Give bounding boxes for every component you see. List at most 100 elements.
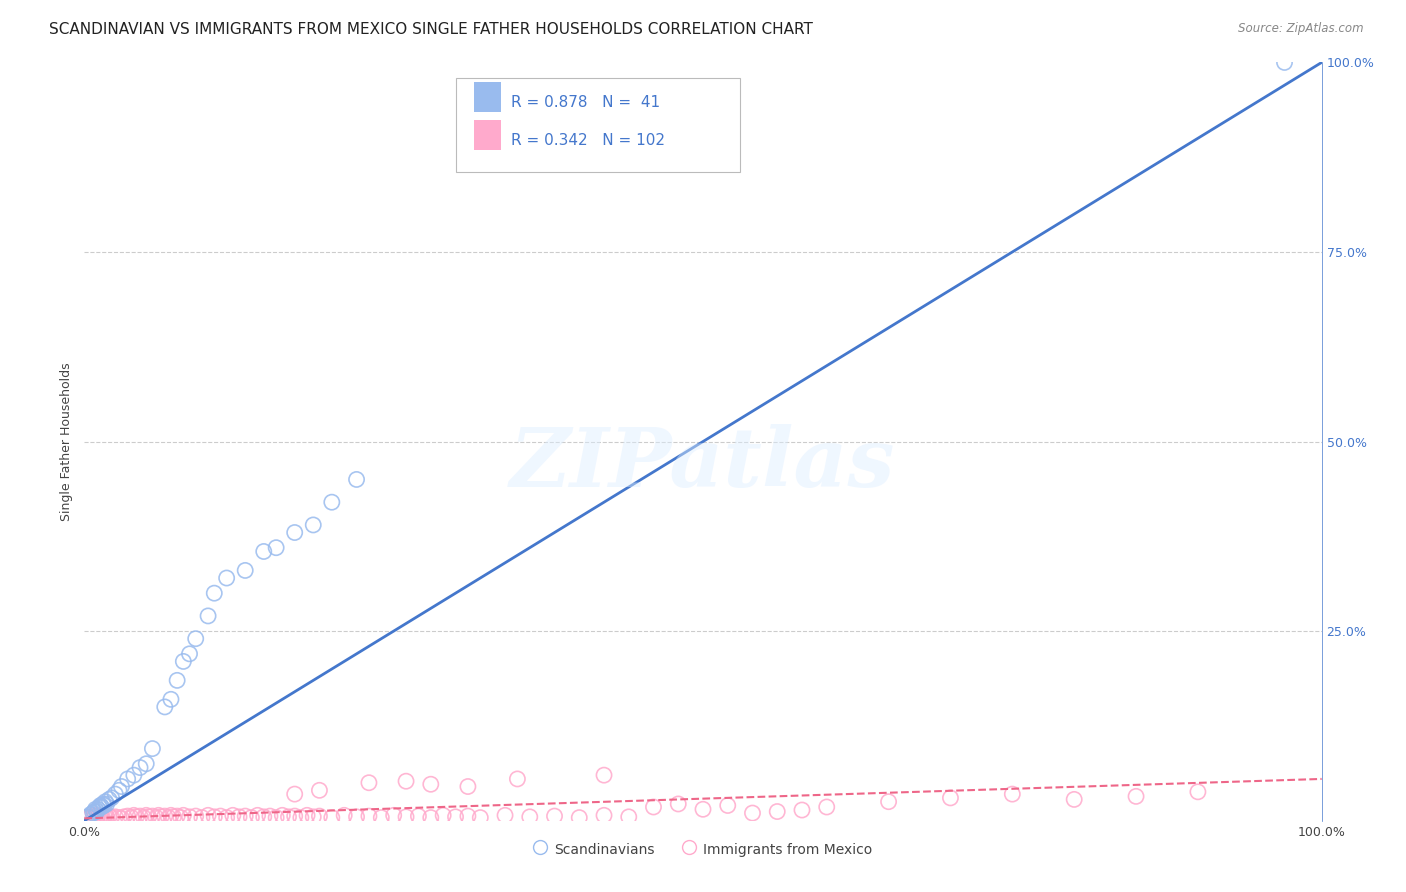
Point — [395, 774, 418, 789]
Point — [506, 772, 529, 786]
Point — [519, 810, 541, 824]
Point — [184, 809, 207, 823]
Point — [815, 800, 838, 814]
Point — [86, 810, 108, 824]
Point — [77, 810, 100, 824]
Point — [494, 808, 516, 822]
Point — [215, 811, 238, 825]
Point — [543, 809, 565, 823]
Point — [157, 811, 180, 825]
Point — [129, 809, 152, 823]
Point — [264, 811, 287, 825]
Point — [132, 811, 155, 825]
Point — [321, 495, 343, 509]
Point — [110, 811, 132, 825]
Point — [100, 811, 122, 825]
Point — [277, 810, 299, 824]
Point — [170, 811, 193, 825]
FancyBboxPatch shape — [474, 120, 502, 150]
Y-axis label: Single Father Households: Single Father Households — [60, 362, 73, 521]
Point — [253, 544, 276, 558]
Point — [91, 811, 114, 825]
Point — [77, 811, 100, 825]
Point — [93, 798, 115, 813]
Point — [84, 802, 107, 816]
Point — [233, 809, 256, 823]
Point — [122, 768, 145, 782]
Point — [125, 810, 148, 824]
Point — [148, 808, 170, 822]
Point — [122, 808, 145, 822]
Point — [444, 810, 467, 824]
Point — [104, 787, 127, 801]
Point — [166, 673, 188, 688]
Point — [264, 541, 287, 555]
Point — [94, 808, 117, 822]
Point — [233, 564, 256, 578]
Point — [284, 809, 307, 823]
Point — [766, 805, 789, 819]
Point — [666, 797, 689, 811]
Point — [117, 772, 139, 786]
Point — [153, 809, 176, 823]
Point — [87, 802, 110, 816]
Point — [96, 797, 118, 811]
Point — [302, 517, 325, 532]
Point — [419, 811, 441, 825]
Point — [87, 809, 110, 823]
Point — [197, 808, 219, 822]
Point — [138, 810, 160, 824]
Text: R = 0.342   N = 102: R = 0.342 N = 102 — [512, 133, 665, 148]
Point — [94, 795, 117, 809]
Point — [89, 810, 111, 824]
Point — [432, 808, 454, 822]
Point — [617, 810, 640, 824]
Point — [96, 810, 118, 824]
Point — [395, 810, 418, 824]
Point — [302, 810, 325, 824]
Point — [333, 808, 356, 822]
Point — [321, 811, 343, 825]
Point — [86, 805, 108, 819]
Point — [98, 809, 121, 823]
Point — [141, 809, 163, 823]
Text: Source: ZipAtlas.com: Source: ZipAtlas.com — [1239, 22, 1364, 36]
Point — [1001, 787, 1024, 801]
Point — [160, 692, 183, 706]
Point — [408, 809, 430, 823]
Point — [1187, 785, 1209, 799]
Point — [110, 780, 132, 794]
Point — [1063, 792, 1085, 806]
Legend: Scandinavians, Immigrants from Mexico: Scandinavians, Immigrants from Mexico — [527, 835, 879, 863]
Point — [112, 810, 135, 824]
Point — [259, 809, 281, 823]
Point — [90, 811, 112, 825]
Point — [84, 808, 107, 822]
Point — [295, 808, 318, 822]
Point — [82, 811, 104, 825]
Point — [741, 806, 763, 821]
Point — [150, 810, 173, 824]
Point — [89, 811, 111, 825]
Point — [108, 811, 131, 825]
Point — [202, 586, 225, 600]
Point — [222, 808, 245, 822]
Point — [120, 811, 142, 825]
Point — [877, 795, 900, 809]
Point — [172, 808, 194, 822]
Point — [382, 808, 405, 822]
Point — [215, 571, 238, 585]
Point — [470, 811, 492, 825]
Point — [104, 810, 127, 824]
Point — [939, 791, 962, 805]
Point — [135, 808, 157, 822]
Point — [308, 783, 330, 797]
Text: SCANDINAVIAN VS IMMIGRANTS FROM MEXICO SINGLE FATHER HOUSEHOLDS CORRELATION CHAR: SCANDINAVIAN VS IMMIGRANTS FROM MEXICO S… — [49, 22, 813, 37]
Point — [1125, 789, 1147, 804]
Point — [153, 699, 176, 714]
Point — [593, 808, 616, 822]
Point — [357, 776, 380, 790]
Point — [129, 760, 152, 774]
Point — [108, 783, 131, 797]
Point — [209, 809, 232, 823]
